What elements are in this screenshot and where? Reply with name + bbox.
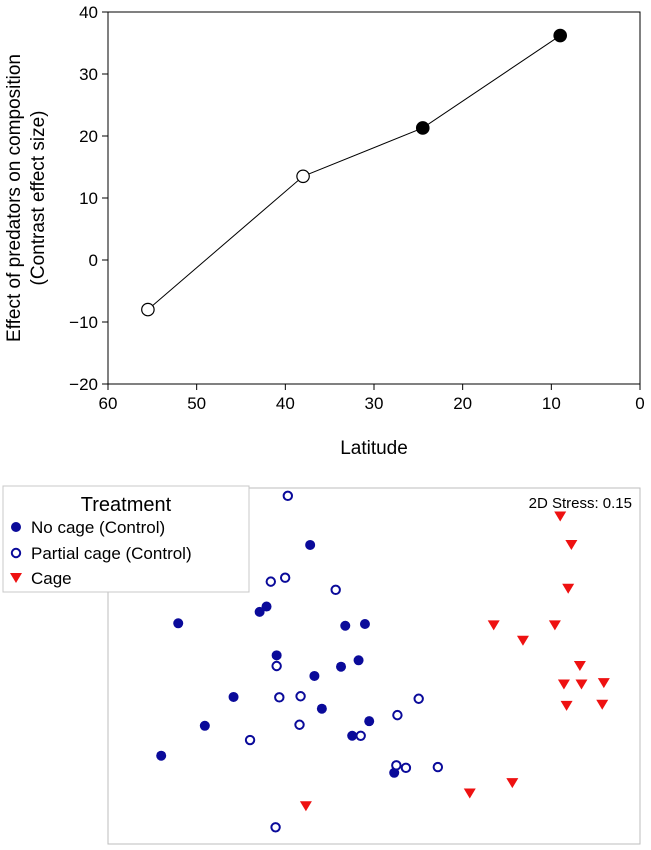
no-cage-point bbox=[353, 655, 364, 666]
partial-cage-point bbox=[294, 719, 305, 730]
no-cage-point bbox=[156, 750, 167, 761]
y-tick-label: 20 bbox=[79, 127, 98, 146]
open-point bbox=[296, 169, 310, 184]
cage-point bbox=[487, 620, 500, 631]
top-axes: 60 50 40 30 20 10 0 −20 −10 0 10 20 30 40 bbox=[69, 3, 645, 413]
no-cage-point bbox=[228, 691, 239, 702]
cage-point bbox=[565, 539, 578, 550]
cage-point bbox=[562, 583, 575, 594]
no-cage-point bbox=[271, 650, 282, 661]
partial-cage-point bbox=[392, 709, 403, 721]
no-cage-point bbox=[347, 730, 358, 741]
stress-annotation: 2D Stress: 0.15 bbox=[529, 495, 632, 512]
y-axis-title-line-1: Effect of predators on composition bbox=[4, 54, 25, 342]
filled-point bbox=[415, 121, 430, 135]
no-cage-point bbox=[359, 618, 370, 629]
legend-marker-cage bbox=[10, 573, 22, 583]
cage-point bbox=[573, 661, 586, 671]
legend-marker-no-cage bbox=[11, 522, 21, 532]
cage-point bbox=[597, 678, 610, 689]
ordination-points bbox=[156, 490, 610, 833]
partial-cage-point bbox=[330, 584, 341, 596]
partial-cage-point bbox=[400, 762, 412, 774]
series-points bbox=[141, 28, 567, 317]
y-tick-label: 30 bbox=[79, 65, 98, 84]
y-tick-label: 10 bbox=[79, 189, 98, 208]
y-tick-label: 0 bbox=[89, 251, 98, 270]
legend-marker-partial-cage bbox=[10, 547, 22, 559]
legend-title: Treatment bbox=[81, 494, 172, 516]
y-tick-label: −10 bbox=[69, 313, 98, 332]
series-line bbox=[147, 35, 561, 310]
partial-cage-point bbox=[244, 734, 256, 746]
legend: Treatment No cage (Control) Partial cage… bbox=[2, 485, 250, 593]
cage-point bbox=[596, 699, 609, 710]
cage-point bbox=[299, 801, 312, 812]
no-cage-point bbox=[254, 606, 265, 617]
partial-cage-point bbox=[413, 693, 424, 704]
ordination-plot-frame bbox=[107, 487, 641, 845]
partial-cage-point bbox=[270, 822, 281, 833]
legend-label-partial-cage: Partial cage (Control) bbox=[31, 544, 192, 563]
x-tick-label: 30 bbox=[365, 394, 384, 413]
x-axis-title: Latitude bbox=[340, 438, 408, 459]
partial-cage-point bbox=[271, 660, 282, 672]
partial-cage-point bbox=[391, 760, 402, 771]
top-plot-frame bbox=[107, 11, 641, 385]
no-cage-point bbox=[340, 620, 351, 631]
legend-label-no-cage: No cage (Control) bbox=[31, 518, 165, 537]
no-cage-point bbox=[261, 601, 272, 612]
legend-box bbox=[2, 485, 250, 593]
partial-cage-point bbox=[355, 730, 366, 741]
y-axis-title-line-2: (Contrast effect size) bbox=[28, 111, 49, 286]
no-cage-point bbox=[173, 618, 184, 629]
partial-cage-point bbox=[295, 691, 306, 702]
filled-point bbox=[553, 28, 567, 43]
cage-point bbox=[557, 679, 570, 690]
partial-cage-point bbox=[279, 572, 291, 583]
cage-point bbox=[506, 778, 519, 789]
no-cage-point bbox=[316, 703, 327, 714]
cage-point bbox=[548, 620, 561, 631]
y-tick-label: 40 bbox=[79, 3, 98, 22]
x-tick-label: 10 bbox=[542, 394, 561, 413]
cage-point bbox=[463, 788, 476, 799]
open-point bbox=[141, 302, 155, 317]
partial-cage-point bbox=[274, 692, 285, 703]
cage-point bbox=[554, 511, 567, 522]
cage-point bbox=[575, 679, 588, 690]
no-cage-point bbox=[199, 720, 210, 731]
partial-cage-point bbox=[265, 576, 276, 587]
y-tick-label: −20 bbox=[69, 375, 98, 394]
x-tick-label: 60 bbox=[99, 394, 118, 413]
x-tick-label: 40 bbox=[276, 394, 295, 413]
x-tick-label: 50 bbox=[187, 394, 206, 413]
nmds-ordination-chart: 2D Stress: 0.15 Treatment No cage (Contr… bbox=[2, 485, 641, 845]
no-cage-point bbox=[364, 716, 375, 727]
x-tick-label: 20 bbox=[453, 394, 472, 413]
partial-cage-point bbox=[432, 761, 444, 773]
legend-label-cage: Cage bbox=[31, 569, 72, 588]
latitude-effect-chart: 60 50 40 30 20 10 0 −20 −10 0 10 20 30 40 Latitude Ef… bbox=[4, 3, 645, 459]
partial-cage-point bbox=[282, 490, 294, 502]
no-cage-point bbox=[309, 670, 320, 681]
cage-point bbox=[560, 700, 573, 711]
cage-point bbox=[516, 635, 529, 646]
no-cage-point bbox=[305, 539, 316, 550]
x-tick-label: 0 bbox=[635, 394, 644, 413]
series-line-path bbox=[147, 35, 561, 310]
no-cage-point bbox=[336, 661, 347, 672]
